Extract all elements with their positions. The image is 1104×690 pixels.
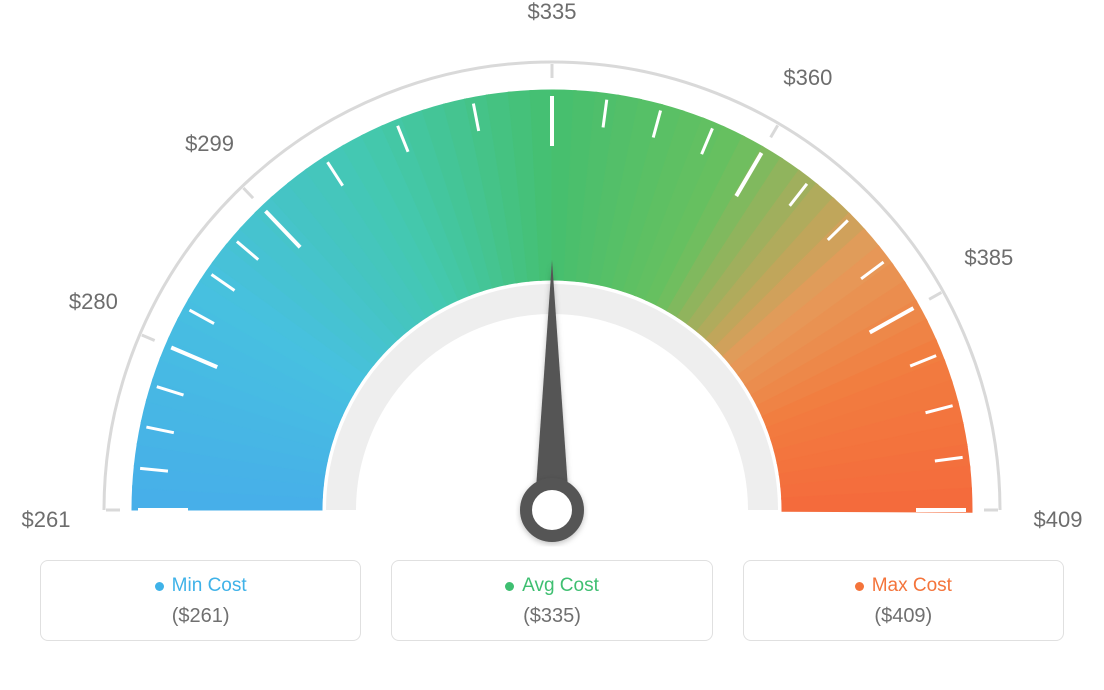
legend-title-text: Avg Cost [522, 575, 599, 597]
legend-title-text: Min Cost [172, 575, 247, 597]
legend-title: Min Cost [155, 575, 247, 597]
tick-label: $360 [783, 65, 832, 91]
tick-label: $299 [185, 131, 234, 157]
legend-card-max: Max Cost ($409) [743, 560, 1064, 641]
outer-tick [771, 125, 778, 137]
outer-tick [243, 188, 253, 198]
legend-value: ($409) [754, 605, 1053, 628]
cost-gauge-widget: $261 $280 $299 $335 $360 $385 $409 Min Cost ($2… [0, 0, 1104, 690]
legend-row: Min Cost ($261) Avg Cost ($335) Max Cost ($40… [0, 560, 1104, 641]
tick-label: $409 [1034, 507, 1083, 533]
legend-dot-icon [505, 582, 514, 591]
legend-value: ($261) [51, 605, 350, 628]
gauge-area: $261 $280 $299 $335 $360 $385 $409 [0, 0, 1104, 560]
outer-tick [142, 335, 155, 340]
legend-title: Avg Cost [505, 575, 599, 597]
legend-card-min: Min Cost ($261) [40, 560, 361, 641]
legend-value: ($335) [402, 605, 701, 628]
gauge-svg [0, 0, 1104, 560]
outer-tick [929, 292, 941, 299]
legend-title-text: Max Cost [872, 575, 952, 597]
legend-dot-icon [155, 582, 164, 591]
tick-label: $280 [69, 289, 118, 315]
tick-label: $335 [528, 0, 577, 25]
legend-dot-icon [855, 582, 864, 591]
legend-title: Max Cost [855, 575, 952, 597]
tick-label: $385 [964, 245, 1013, 271]
tick-label: $261 [22, 507, 71, 533]
needle-hub [526, 484, 578, 536]
legend-card-avg: Avg Cost ($335) [391, 560, 712, 641]
